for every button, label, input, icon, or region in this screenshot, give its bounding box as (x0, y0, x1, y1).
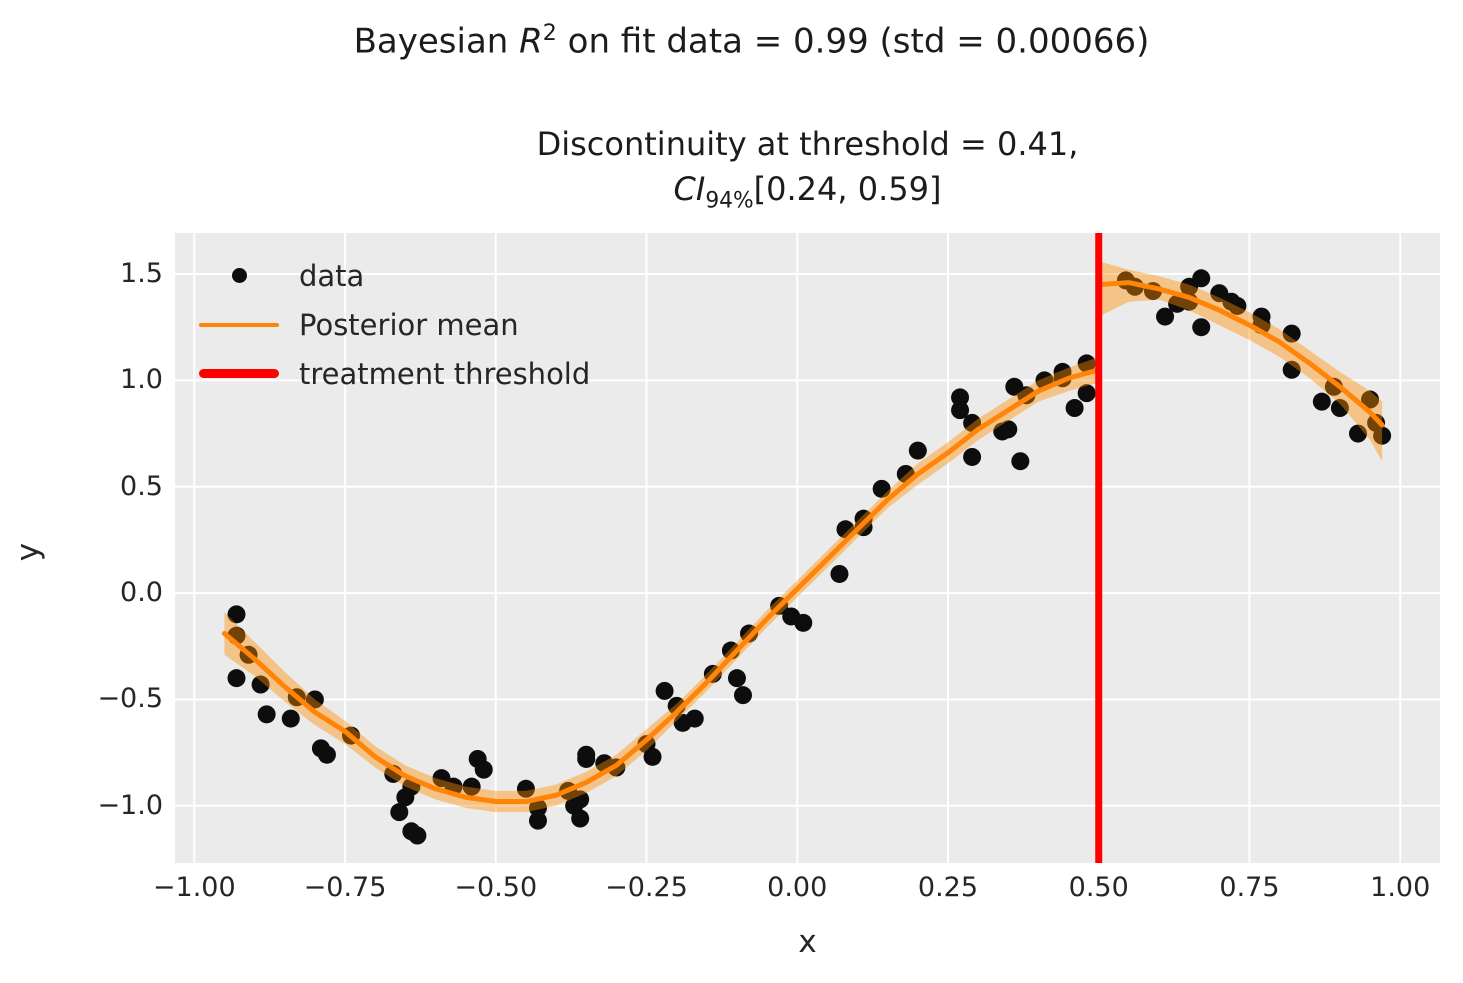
data-point (396, 788, 415, 807)
data-point (643, 747, 662, 766)
y-tick-label: 1.0 (120, 364, 163, 396)
threshold-line-icon (199, 369, 279, 378)
data-point (1312, 392, 1331, 411)
data-point (1077, 384, 1096, 403)
data-point (655, 681, 674, 700)
data-point (963, 447, 982, 466)
figure-title: Bayesian R2 on fit data = 0.99 (std = 0.… (40, 20, 1463, 61)
data-point (830, 564, 849, 583)
x-tick-label: 0.00 (767, 872, 828, 903)
figure-title-math-var: R (519, 21, 543, 62)
axes-title-line1: Discontinuity at threshold = 0.41, (536, 125, 1079, 163)
data-point (1282, 360, 1301, 379)
x-tick-label: 1.00 (1370, 872, 1431, 903)
data-point (1077, 354, 1096, 373)
y-tick-label: 0.0 (120, 577, 163, 609)
data-point (577, 745, 596, 764)
data-point (516, 779, 535, 798)
posterior-mean-line-icon (199, 322, 279, 327)
data-point (257, 705, 276, 724)
data-point (1330, 399, 1349, 418)
data-point (528, 798, 547, 817)
y-tick-label: 0.5 (120, 470, 163, 502)
data-point (1361, 390, 1380, 409)
data-point (740, 624, 759, 643)
legend-item-treatment-threshold: treatment threshold (193, 349, 590, 398)
data-point (317, 745, 336, 764)
x-tick-label: 0.25 (917, 872, 979, 903)
legend-label-posterior-mean: Posterior mean (299, 307, 519, 342)
legend-item-data: data (193, 251, 590, 300)
axes-title: Discontinuity at threshold = 0.41, CI94%… (175, 122, 1440, 223)
data-point (227, 605, 246, 624)
data-point (462, 777, 481, 796)
y-tick-label: −0.5 (97, 683, 163, 715)
x-axis-label: x (798, 924, 817, 960)
figure-title-exponent: 2 (542, 20, 557, 46)
data-point (227, 669, 246, 688)
plot-svg (175, 233, 1440, 863)
data-point (408, 826, 427, 845)
ci-symbol: CI (673, 170, 706, 208)
data-point (1192, 269, 1211, 288)
data-point (794, 613, 813, 632)
data-point (571, 809, 590, 828)
data-point (1348, 424, 1367, 443)
figure-title-prefix: Bayesian (353, 21, 520, 62)
x-tick-label: −0.75 (303, 872, 387, 903)
x-tick-label: −0.25 (605, 872, 688, 903)
data-point (390, 803, 409, 822)
legend-label-treatment-threshold: treatment threshold (299, 356, 591, 391)
ci-level: 94% (705, 188, 754, 214)
credible-band (1098, 261, 1383, 462)
posterior-mean-curve (1096, 280, 1385, 428)
x-tick-label: −0.50 (454, 872, 538, 903)
y-tick-label: 1.5 (120, 258, 163, 290)
plot-area: data Posterior mean treatment threshold (175, 233, 1440, 863)
data-point (999, 420, 1018, 439)
ci-interval: [0.24, 0.59] (753, 170, 942, 208)
data-point (854, 518, 873, 537)
legend-label-data: data (299, 258, 365, 293)
data-point (1011, 452, 1030, 471)
legend: data Posterior mean treatment threshold (193, 251, 590, 398)
data-point (1156, 307, 1175, 326)
data-point (951, 388, 970, 407)
legend-item-posterior-mean: Posterior mean (193, 300, 590, 349)
credible-band (224, 357, 1099, 813)
x-tick-label: −1.00 (152, 872, 236, 903)
data-point (951, 401, 970, 420)
data-point (251, 675, 270, 694)
data-point (571, 790, 590, 809)
data-point (1324, 377, 1343, 396)
data-point (727, 669, 746, 688)
y-axis-label: y (10, 542, 46, 562)
data-point (528, 811, 547, 830)
data-point (474, 760, 493, 779)
x-tick-label: 0.75 (1219, 872, 1280, 903)
data-point (733, 686, 752, 705)
posterior-mean-curve (221, 367, 1102, 805)
x-tick-label: 0.50 (1068, 872, 1129, 903)
data-point (872, 479, 891, 498)
axes-title-line2: CI94%[0.24, 0.59] (175, 167, 1440, 223)
data-point (281, 709, 300, 728)
data-point (1065, 399, 1084, 418)
data-marker-icon (231, 268, 247, 283)
data-point (1192, 318, 1211, 337)
data-point (1228, 296, 1247, 315)
data-point (1373, 426, 1392, 445)
data-point (685, 709, 704, 728)
data-point (908, 441, 927, 460)
data-point (305, 690, 324, 709)
figure-title-suffix: on fit data = 0.99 (std = 0.00066) (556, 21, 1150, 62)
y-tick-label: −1.0 (97, 789, 163, 821)
data-point (1282, 324, 1301, 343)
